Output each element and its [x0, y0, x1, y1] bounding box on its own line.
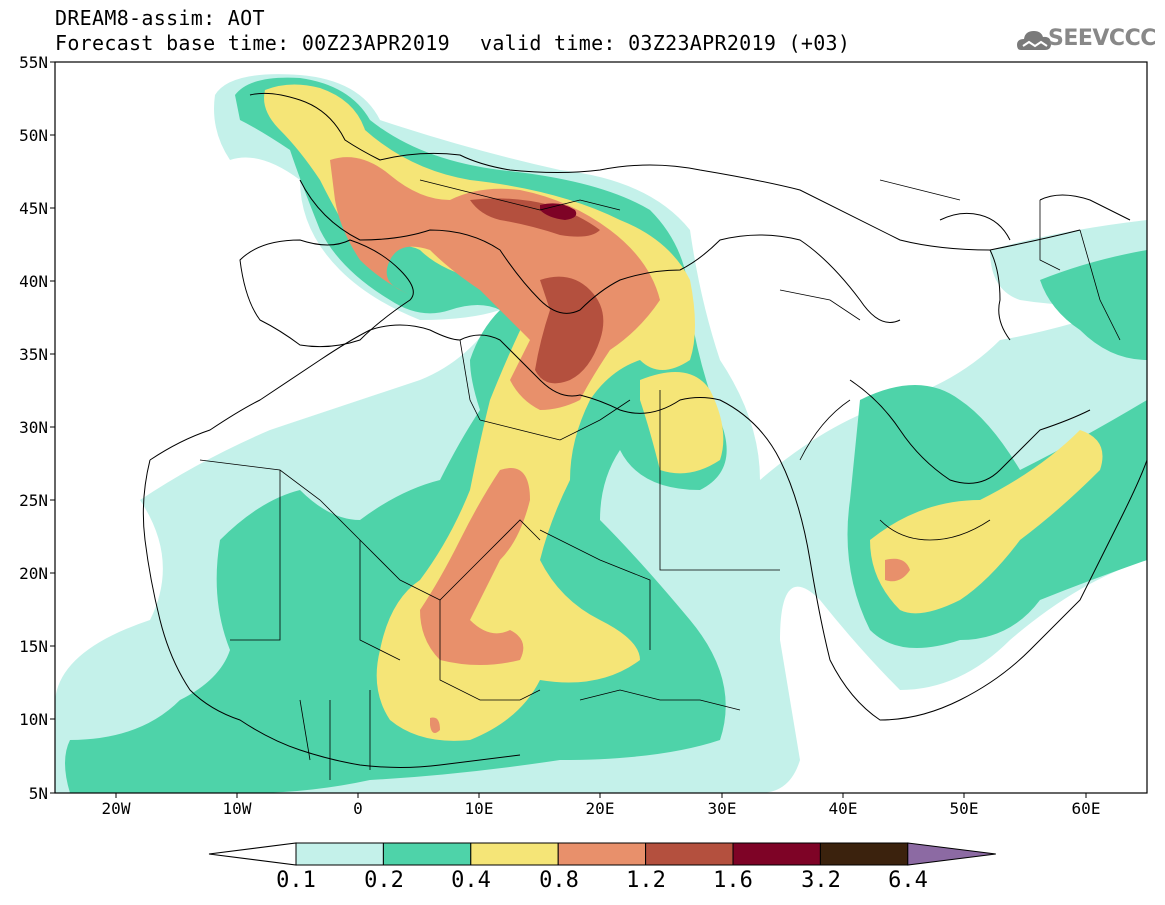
colorbar-label: 6.4	[888, 868, 928, 893]
lat-label: 40N	[19, 272, 48, 291]
lon-label: 40E	[828, 799, 858, 818]
lat-label: 5N	[28, 784, 48, 803]
colorbar-label: 1.2	[626, 868, 666, 893]
title-base-time: Forecast base time: 00Z23APR2019	[55, 31, 450, 55]
lat-label: 20N	[19, 564, 48, 583]
colorbar-label: 1.6	[713, 868, 753, 893]
lat-label: 35N	[19, 345, 48, 364]
lat-label: 45N	[19, 199, 48, 218]
colorbar-label: 0.2	[364, 868, 404, 893]
lat-label: 55N	[19, 53, 48, 72]
coastlines	[142, 92, 1147, 768]
lat-label: 30N	[19, 418, 48, 437]
lon-label: 30E	[707, 799, 737, 818]
lat-label: 10N	[19, 710, 48, 729]
lon-label: 20W	[101, 799, 131, 818]
colorbar-label: 0.4	[451, 868, 491, 893]
lon-label: 10E	[464, 799, 494, 818]
lon-label: 50E	[949, 799, 979, 818]
country-borders	[199, 179, 1121, 780]
lat-label: 15N	[19, 637, 48, 656]
colorbar-label: 0.1	[276, 868, 316, 893]
title-product: DREAM8-assim: AOT	[55, 6, 265, 30]
lon-label: 60E	[1071, 799, 1101, 818]
colorbar-label: 3.2	[801, 868, 841, 893]
cloud-icon	[1017, 31, 1051, 50]
lon-label: 0	[353, 799, 363, 818]
logo-text: SEEVCCC	[1048, 26, 1156, 51]
lat-label: 25N	[19, 491, 48, 510]
lon-label: 10W	[222, 799, 252, 818]
lat-label: 50N	[19, 126, 48, 145]
title-valid-time: valid time: 03Z23APR2019 (+03)	[480, 31, 851, 55]
lon-label: 20E	[585, 799, 615, 818]
axis-ticks	[50, 61, 1087, 798]
colorbar-label: 0.8	[539, 868, 579, 893]
